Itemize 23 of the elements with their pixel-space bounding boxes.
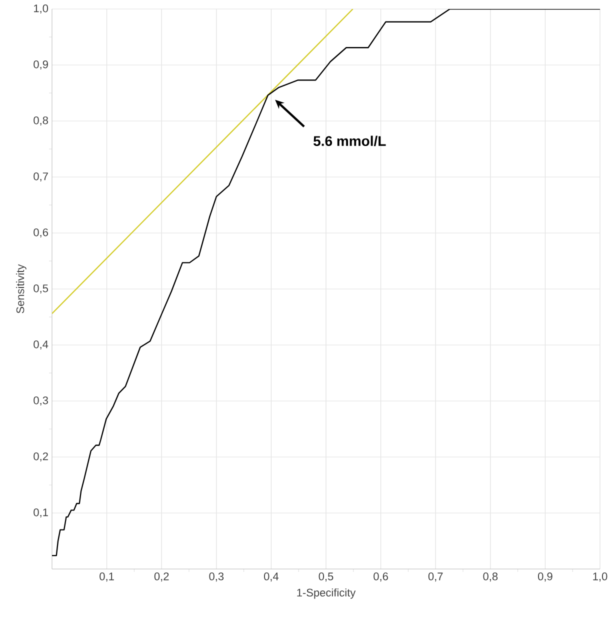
x-tick-label: 1,0 <box>593 572 608 582</box>
annotation: 5.6 mmol/L <box>314 136 386 146</box>
x-tick-label: 0,7 <box>428 572 443 582</box>
y-tick-label: 0,7 <box>34 172 48 182</box>
y-tick-label: 1,0 <box>34 4 48 14</box>
x-tick-label: 0,1 <box>100 572 114 582</box>
x-tick-label: 0,5 <box>318 572 334 582</box>
x-tick-label: 0,3 <box>209 572 224 582</box>
y-tick-label: 0,5 <box>34 284 48 294</box>
x-tick-label: 0,9 <box>538 572 552 582</box>
x-tick-label: 0,4 <box>264 572 279 582</box>
y-tick-label: 0,6 <box>34 228 48 238</box>
y-tick-label: 0,9 <box>34 60 48 70</box>
x-tick-label: 0,2 <box>154 572 169 582</box>
x-tick-label: 0,8 <box>483 572 498 582</box>
y-axis-title: Sensitivity <box>16 264 26 314</box>
x-tick-label: 0,6 <box>374 572 388 582</box>
y-tick-label: 0,4 <box>34 340 48 350</box>
y-tick-label: 0,3 <box>34 396 48 406</box>
y-tick-label: 0,8 <box>34 116 48 126</box>
y-tick-label: 0,1 <box>34 508 48 518</box>
x-axis-title: 1-Specificity <box>297 588 356 599</box>
y-tick-label: 0,2 <box>34 452 48 462</box>
